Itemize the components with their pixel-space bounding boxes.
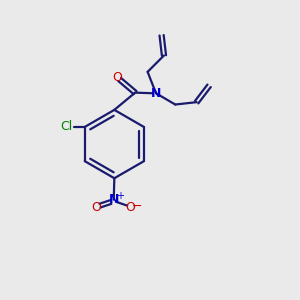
Text: N: N xyxy=(151,87,161,100)
Text: O: O xyxy=(125,202,135,214)
Text: +: + xyxy=(116,191,124,201)
Text: O: O xyxy=(112,71,122,84)
Text: O: O xyxy=(92,202,101,214)
Text: N: N xyxy=(109,193,119,206)
Text: Cl: Cl xyxy=(60,121,72,134)
Text: −: − xyxy=(131,200,142,213)
